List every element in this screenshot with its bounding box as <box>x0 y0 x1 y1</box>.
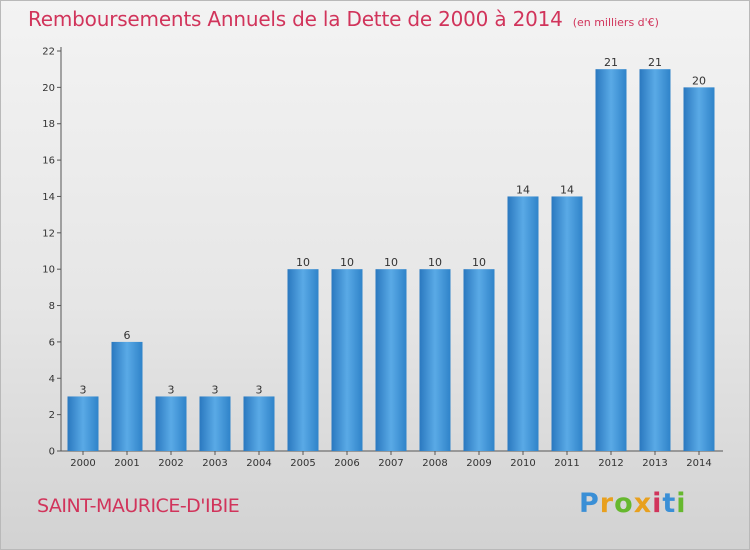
y-tick-label: 6 <box>49 337 55 348</box>
value-label: 10 <box>428 256 442 269</box>
x-tick-label: 2005 <box>290 458 315 469</box>
bar-2002 <box>155 396 187 451</box>
y-tick-label: 0 <box>49 447 55 458</box>
value-label: 21 <box>604 56 618 69</box>
value-label: 20 <box>692 74 706 87</box>
logo-letter: P <box>579 488 600 519</box>
bar-2003 <box>199 396 231 451</box>
bar-2009 <box>463 269 495 451</box>
logo-letter: o <box>614 488 634 519</box>
x-tick-label: 2012 <box>598 458 623 469</box>
value-label: 3 <box>168 383 175 396</box>
y-tick-label: 20 <box>42 83 55 94</box>
bar-2000 <box>67 396 99 451</box>
y-tick-label: 12 <box>42 228 55 239</box>
bar-2012 <box>595 69 627 451</box>
x-tick-label: 2002 <box>158 458 183 469</box>
bar-2004 <box>243 396 275 451</box>
y-tick-label: 4 <box>49 374 55 385</box>
x-tick-label: 2014 <box>686 458 711 469</box>
x-tick-label: 2007 <box>378 458 403 469</box>
value-label: 10 <box>384 256 398 269</box>
x-tick-label: 2008 <box>422 458 447 469</box>
x-tick-label: 2006 <box>334 458 359 469</box>
value-label: 14 <box>560 183 574 196</box>
logo-letter: i <box>652 488 663 519</box>
value-label: 14 <box>516 183 530 196</box>
logo-letter: x <box>633 488 653 519</box>
y-tick-label: 14 <box>42 192 55 203</box>
chart-unit-note: (en milliers d'€) <box>572 16 659 29</box>
value-label: 3 <box>256 383 263 396</box>
logo-letter: t <box>662 488 677 519</box>
commune-name: SAINT-MAURICE-D'IBIE <box>37 495 240 517</box>
x-tick-label: 2011 <box>554 458 579 469</box>
value-label: 3 <box>80 383 87 396</box>
value-label: 10 <box>472 256 486 269</box>
bar-2014 <box>683 87 715 451</box>
y-tick-label: 18 <box>42 119 55 130</box>
bar-2006 <box>331 269 363 451</box>
logo-letter: i <box>676 488 687 519</box>
y-tick-label: 16 <box>42 156 55 167</box>
x-tick-label: 2000 <box>70 458 95 469</box>
bar-2011 <box>551 196 583 451</box>
value-label: 3 <box>212 383 219 396</box>
bar-2008 <box>419 269 451 451</box>
x-tick-label: 2010 <box>510 458 535 469</box>
y-tick-label: 2 <box>49 410 55 421</box>
logo-letter: r <box>599 488 615 519</box>
value-label: 21 <box>648 56 662 69</box>
bar-2001 <box>111 341 143 451</box>
x-tick-label: 2004 <box>246 458 271 469</box>
x-tick-label: 2001 <box>114 458 139 469</box>
chart-title: Remboursements Annuels de la Dette de 20… <box>28 7 563 31</box>
proxiti-logo: Proxiti <box>579 488 687 519</box>
y-tick-label: 10 <box>42 265 55 276</box>
y-tick-label: 22 <box>42 47 55 58</box>
bar-2007 <box>375 269 407 451</box>
value-label: 10 <box>340 256 354 269</box>
bar-2005 <box>287 269 319 451</box>
x-tick-label: 2009 <box>466 458 491 469</box>
bar-2013 <box>639 69 671 451</box>
chart-title-row: Remboursements Annuels de la Dette de 20… <box>28 7 659 31</box>
bar-2010 <box>507 196 539 451</box>
value-label: 10 <box>296 256 310 269</box>
value-label: 6 <box>124 329 131 342</box>
x-tick-label: 2013 <box>642 458 667 469</box>
x-tick-label: 2003 <box>202 458 227 469</box>
y-tick-label: 8 <box>49 301 55 312</box>
